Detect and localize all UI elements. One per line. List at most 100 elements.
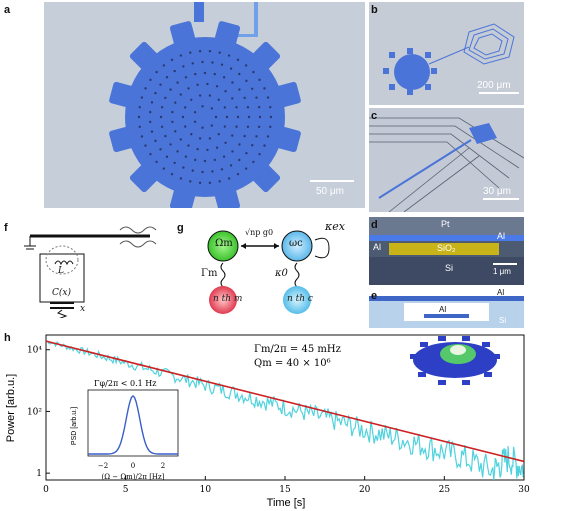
membrane-hole xyxy=(176,150,179,153)
membrane-hole xyxy=(208,94,212,97)
membrane-hole xyxy=(201,105,204,108)
membrane-hole xyxy=(182,166,185,169)
membrane-hole xyxy=(189,180,192,183)
membrane-hole xyxy=(206,82,209,86)
panel-label-g: g xyxy=(177,222,184,234)
membrane-hole xyxy=(213,158,216,162)
membrane-hole xyxy=(220,168,224,171)
membrane-hole xyxy=(257,105,261,109)
membrane-hole xyxy=(155,70,158,74)
kappa-0-label: κ0 xyxy=(275,268,288,279)
membrane-hole xyxy=(191,62,194,65)
layer-schematic xyxy=(369,296,524,328)
membrane-hole xyxy=(210,124,214,127)
membrane-hole xyxy=(231,150,234,153)
inset-title: Γφ/2π < 0.1 Hz xyxy=(94,379,156,388)
membrane-hole xyxy=(190,133,193,136)
membrane-hole xyxy=(169,88,172,91)
membrane-hole xyxy=(164,96,167,100)
membrane-hole xyxy=(184,76,188,79)
si-label: Si xyxy=(445,263,454,273)
membrane-hole xyxy=(191,169,194,172)
sio2-label: SiO₂ xyxy=(437,243,456,253)
membrane-hole xyxy=(218,180,221,183)
panel-label-a-outer: a xyxy=(4,4,11,16)
membrane-hole xyxy=(160,125,164,128)
membrane-hole xyxy=(252,160,255,164)
membrane-hole xyxy=(266,96,270,99)
membrane-hole xyxy=(263,87,266,90)
membrane-hole xyxy=(211,61,214,64)
x-tick-label: 15 xyxy=(279,485,291,495)
coupling-label: √np g0 xyxy=(245,228,274,237)
membrane-hole xyxy=(245,151,248,155)
membrane-drawing xyxy=(44,2,365,208)
membrane-hole xyxy=(174,130,177,133)
membrane-hole xyxy=(203,159,207,163)
panel-d-image: Pt Al Al SiO₂ Si 1 μm xyxy=(369,217,524,285)
membrane-hole xyxy=(208,137,212,140)
membrane-hole xyxy=(269,125,272,129)
membrane-hole xyxy=(174,101,177,104)
membrane-hole xyxy=(224,89,227,93)
mode-shape-render xyxy=(410,336,500,385)
panel-e-schematic: Al Al Si xyxy=(369,288,524,328)
panel-label-b: b xyxy=(371,4,378,16)
membrane-hole xyxy=(243,134,246,138)
panel-g-diagram: g Ωm ωc √np g0 κex Γm κ0 n th m n th c xyxy=(175,218,370,318)
membrane-hole xyxy=(269,115,273,119)
membrane-hole xyxy=(269,105,272,109)
membrane-hole xyxy=(173,161,176,165)
bath-m-label: n th m xyxy=(213,294,243,304)
membrane-hole xyxy=(235,125,238,128)
membrane-hole xyxy=(149,78,152,82)
inset-psd: Γφ/2π < 0.1 Hz PSD [arb.u.] (Ω − Ωm)/2π … xyxy=(71,379,179,481)
membrane-hole xyxy=(231,97,234,100)
membrane-hole xyxy=(144,87,147,90)
membrane-hole xyxy=(198,94,202,97)
membrane-hole xyxy=(160,106,164,109)
scalebar-a-label: 50 μm xyxy=(316,186,344,197)
membrane-hole xyxy=(225,115,229,119)
panel-a-image: a 50 μm xyxy=(44,2,365,208)
membrane-hole xyxy=(245,79,248,83)
capacitor-label: C(x) xyxy=(52,288,71,298)
membrane-hole xyxy=(231,81,234,84)
membrane-hole xyxy=(211,170,214,173)
membrane-hole xyxy=(252,70,255,74)
membrane-hole xyxy=(162,64,166,67)
membrane-hole xyxy=(179,138,183,141)
scalebar-b-label: 200 μm xyxy=(477,80,511,91)
gamma-m-label: Γm xyxy=(201,268,218,279)
membrane-hole xyxy=(179,93,183,96)
membrane-hole xyxy=(182,65,185,68)
x-tick-label: 10 xyxy=(200,485,212,495)
panel-label-e: e xyxy=(371,290,378,302)
membrane-hole xyxy=(236,115,240,119)
membrane-hole xyxy=(263,144,266,147)
membrane-hole xyxy=(138,105,141,109)
membrane-hole xyxy=(257,125,261,129)
membrane-hole xyxy=(150,130,154,133)
membrane-hole xyxy=(238,72,241,76)
si-label-e: Si xyxy=(499,316,507,325)
annotation-q: Qm = 40 × 10⁶ xyxy=(254,358,331,369)
membrane-hole xyxy=(154,139,157,143)
inset-frame xyxy=(87,389,179,457)
al-label-left: Al xyxy=(373,242,382,252)
membrane-hole xyxy=(183,125,187,128)
membrane-hole xyxy=(236,172,240,176)
membrane-hole xyxy=(220,63,224,66)
panel-label-h: h xyxy=(4,332,11,344)
al-label-right: Al xyxy=(497,231,506,241)
membrane-hole xyxy=(165,76,169,79)
membrane-hole xyxy=(149,152,152,156)
x-tick-label: 25 xyxy=(439,485,451,495)
panel-b-image: 200 μm xyxy=(369,2,524,105)
membrane-hole xyxy=(138,125,141,129)
membrane-hole xyxy=(258,78,261,82)
membrane-hole xyxy=(238,158,241,162)
membrane-hole xyxy=(246,125,250,128)
membrane-hole xyxy=(140,135,144,138)
x-tick-label: 5 xyxy=(123,485,129,495)
